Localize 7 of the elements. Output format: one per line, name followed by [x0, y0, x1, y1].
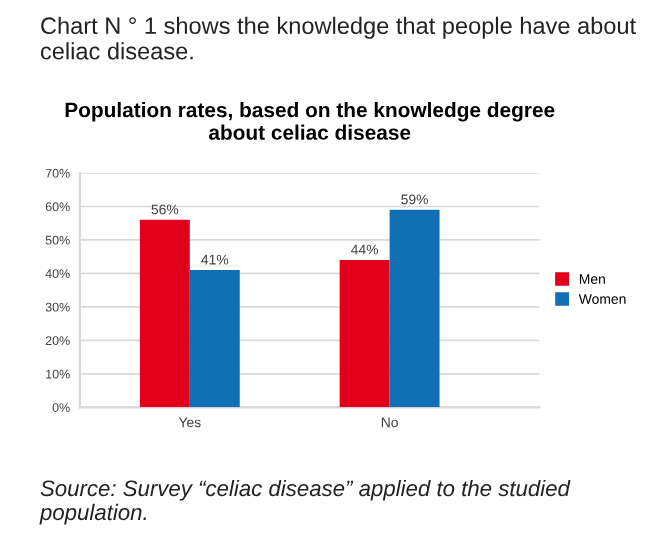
bar	[139, 219, 190, 408]
source-note: Source: Survey “celiac disease” applied to the studied population.	[39, 479, 571, 525]
bar	[189, 270, 240, 408]
bar	[339, 260, 390, 408]
bar	[389, 209, 440, 408]
text: Chart N ° 1 shows the knowledge that people have about celiac disease.	[40, 16, 636, 60]
chart-title: Population rates, based on the knowledge degree about celiac disease	[65, 102, 555, 140]
